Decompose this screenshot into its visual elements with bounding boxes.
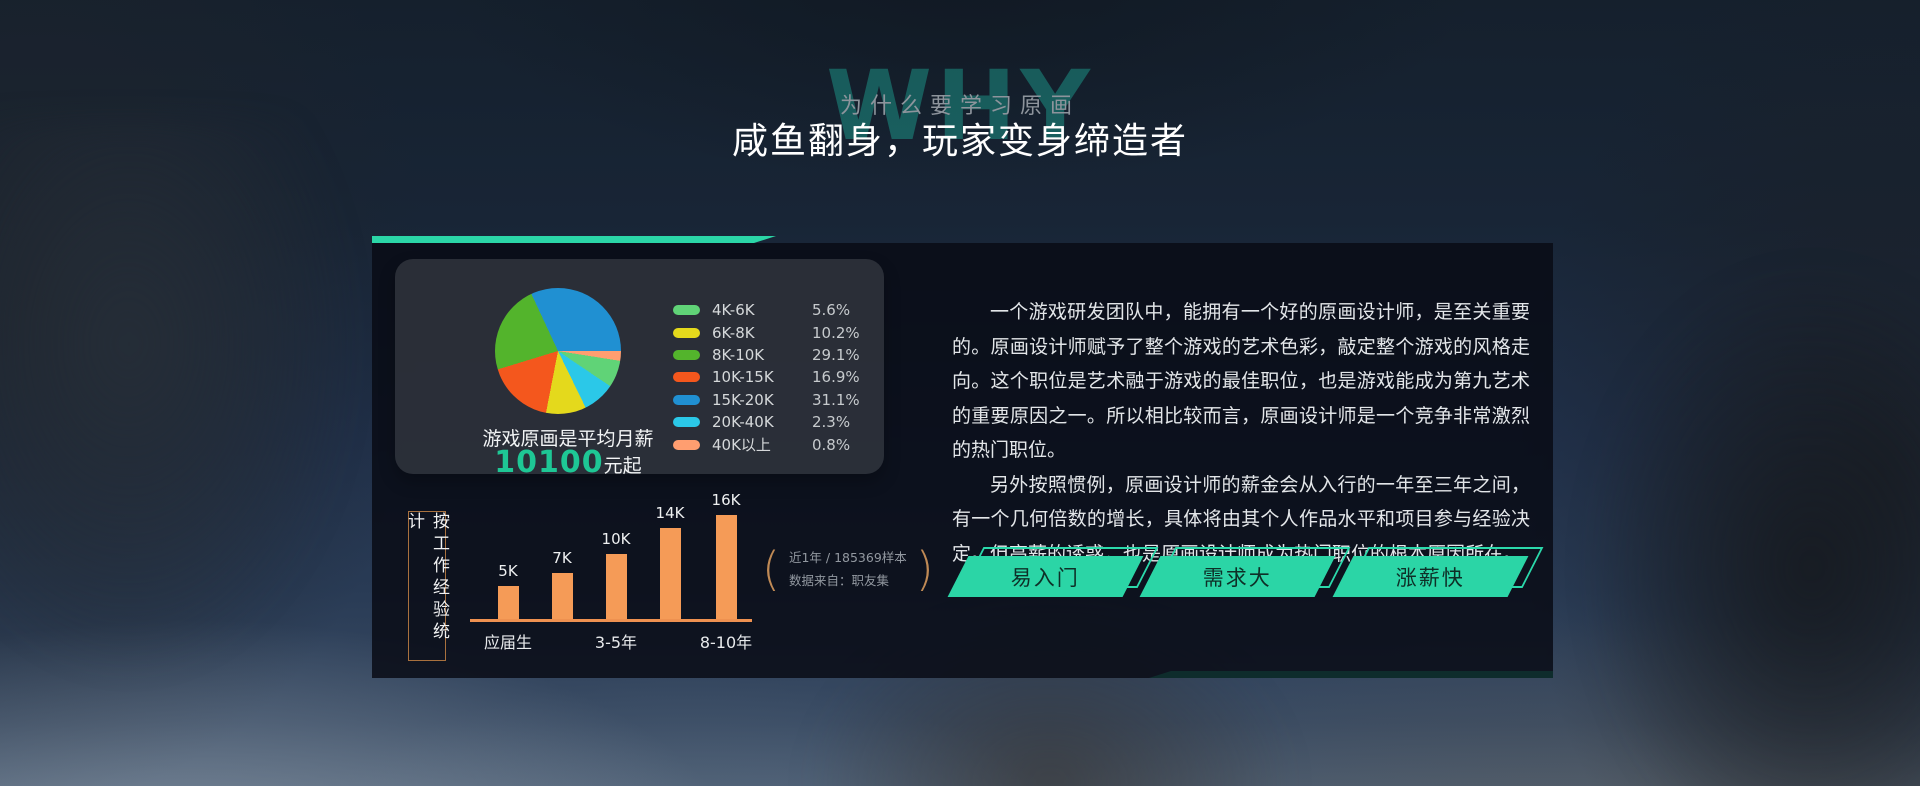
legend-swatch-icon <box>673 394 700 405</box>
salary-bar <box>716 515 737 619</box>
bar-value-label: 7K <box>552 549 572 567</box>
legend-label: 40K以上 <box>712 436 771 455</box>
section-title: 咸鱼翻身，玩家变身缔造者 <box>731 121 1188 162</box>
legend-percent: 16.9% <box>812 368 860 387</box>
tag-fill: 易入门 <box>947 556 1144 597</box>
legend-percent: 2.3% <box>812 413 851 432</box>
tag-fill: 涨薪快 <box>1332 556 1529 597</box>
legend-percent: 31.1% <box>812 390 860 409</box>
data-source-note: ( 近1年 / 185369样本 数据来自：职友集 ) <box>762 541 934 597</box>
experience-axis-label-box: 按工作经验统计 <box>404 511 449 661</box>
legend-percent: 5.6% <box>812 301 851 320</box>
article-text: 一个游戏研发团队中，能拥有一个好的原画设计师，是至关重要的。原画设计师赋予了整个… <box>952 295 1530 571</box>
sample-size-note: 近1年 / 185369样本 <box>788 550 907 565</box>
legend-label: 10K-15K <box>712 368 774 387</box>
x-axis-label: 8-10年 <box>699 633 753 652</box>
article-paragraph-1: 一个游戏研发团队中，能拥有一个好的原画设计师，是至关重要的。原画设计师赋予了整个… <box>952 301 1530 461</box>
avg-salary-caption: 游戏原画是平均月薪 <box>482 428 654 450</box>
data-source-text: 近1年 / 185369样本 数据来自：职友集 <box>789 546 907 592</box>
salary-stats-card: 4K-6K 5.6% 6K-8K 10.2% 8K-10K 29.1% 10K-15K 16.… <box>395 259 884 480</box>
legend-swatch-icon <box>673 439 700 450</box>
salary-pie-legend: 4K-6K 5.6% 6K-8K 10.2% 8K-10K 29.1% 10K-15K 16.… <box>673 299 860 456</box>
tag-button-fast-raise[interactable]: 涨薪快 <box>1332 547 1544 597</box>
bar-value-label: 16K <box>711 491 741 509</box>
legend-swatch-icon <box>673 305 700 316</box>
close-parenthesis-decoration: ) <box>915 542 934 596</box>
bar-value-label: 5K <box>498 562 518 580</box>
source-origin-note: 数据来自：职友集 <box>788 573 889 588</box>
background-rock-left <box>0 120 360 680</box>
legend-label: 4K-6K <box>712 301 755 320</box>
tag-button-high-demand[interactable]: 需求大 <box>1139 547 1352 597</box>
legend-item: 4K-6K 5.6% <box>673 299 860 321</box>
legend-swatch-icon <box>673 372 700 383</box>
section-subtitle: 为什么要学习原画 <box>839 94 1080 119</box>
legend-swatch-icon <box>673 327 700 338</box>
salary-pie-chart <box>495 288 621 414</box>
salary-bar <box>660 528 681 619</box>
avg-salary-suffix: 元起 <box>603 455 642 477</box>
legend-label: 20K-40K <box>712 413 774 432</box>
x-axis-label: 3-5年 <box>594 633 638 652</box>
why-watermark: WHY <box>826 50 1094 162</box>
legend-label: 15K-20K <box>712 390 774 409</box>
open-parenthesis-decoration: ( <box>762 542 780 596</box>
tag-buttons-row: 易入门 需求大 涨薪快 <box>947 547 1544 597</box>
legend-item: 40K以上 0.8% <box>673 433 860 455</box>
legend-item: 6K-8K 10.2% <box>673 321 860 343</box>
salary-bar <box>498 586 519 619</box>
salary-bar <box>606 554 627 619</box>
legend-percent: 0.8% <box>812 435 851 454</box>
avg-salary-line: 10100元起 <box>418 445 718 480</box>
legend-swatch-icon <box>673 349 700 360</box>
legend-item: 8K-10K 29.1% <box>673 344 860 366</box>
x-axis-label: 应届生 <box>483 633 532 652</box>
legend-label: 6K-8K <box>712 323 755 342</box>
info-panel: 4K-6K 5.6% 6K-8K 10.2% 8K-10K 29.1% 10K-15K 16.… <box>372 243 1553 678</box>
tag-button-easy-entry[interactable]: 易入门 <box>947 547 1159 597</box>
legend-label: 8K-10K <box>712 345 765 364</box>
experience-axis-label: 按工作经验统计 <box>404 512 449 644</box>
tag-label: 涨薪快 <box>1395 565 1465 590</box>
legend-percent: 29.1% <box>812 345 860 364</box>
tag-label: 需求大 <box>1203 565 1273 590</box>
tag-label: 易入门 <box>1011 565 1081 590</box>
avg-salary-value: 10100 <box>494 445 604 480</box>
legend-percent: 10.2% <box>812 323 860 342</box>
salary-bar <box>552 573 573 619</box>
bar-value-label: 14K <box>655 504 685 522</box>
tag-fill: 需求大 <box>1139 556 1337 597</box>
x-axis-baseline <box>470 619 752 622</box>
legend-item: 15K-20K 31.1% <box>673 389 860 411</box>
legend-item: 20K-40K 2.3% <box>673 411 860 433</box>
accent-line-top <box>372 236 776 243</box>
legend-swatch-icon <box>673 417 700 428</box>
legend-item: 10K-15K 16.9% <box>673 366 860 388</box>
bar-value-label: 10K <box>601 530 631 548</box>
background-rock-right <box>1580 260 1920 786</box>
